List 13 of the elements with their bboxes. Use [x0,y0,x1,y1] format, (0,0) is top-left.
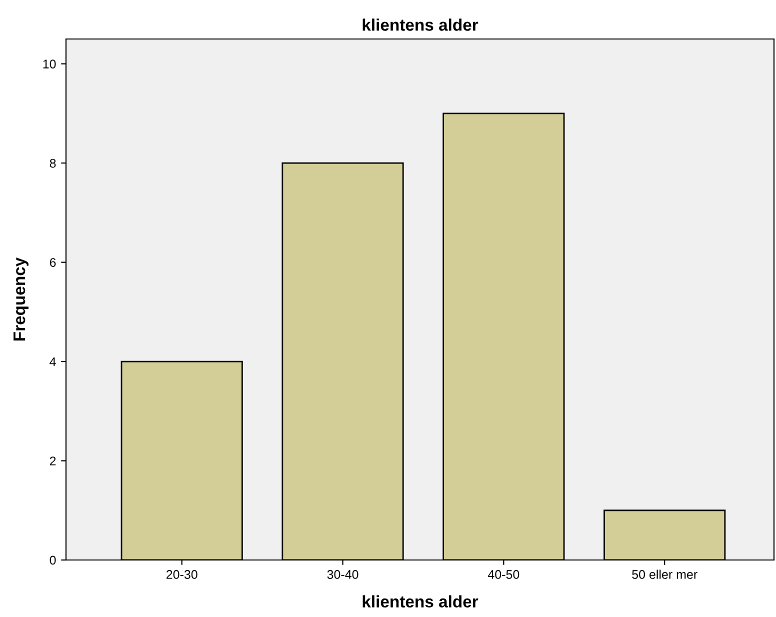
x-axis-title: klientens alder [362,595,478,608]
x-tick-label: 40-50 [488,570,520,579]
x-tick-label: 50 eller mer [632,570,698,579]
y-tick-label: 0 [50,556,56,565]
y-tick-label: 4 [50,357,56,366]
chart-title: klientens alder [362,18,478,31]
y-tick-label: 6 [50,258,56,267]
y-tick-label: 2 [50,456,56,466]
y-tick-label: 10 [43,60,56,68]
y-axis-title: Frequency [14,257,28,341]
y-tick-label: 8 [50,158,56,168]
x-tick-label: 30-40 [327,570,358,579]
x-tick-label: 20-30 [166,570,198,579]
